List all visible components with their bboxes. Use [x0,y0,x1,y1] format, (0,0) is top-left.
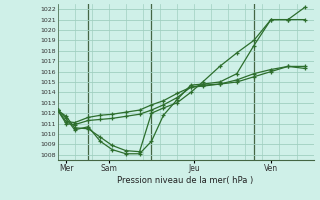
X-axis label: Pression niveau de la mer( hPa ): Pression niveau de la mer( hPa ) [117,176,254,185]
